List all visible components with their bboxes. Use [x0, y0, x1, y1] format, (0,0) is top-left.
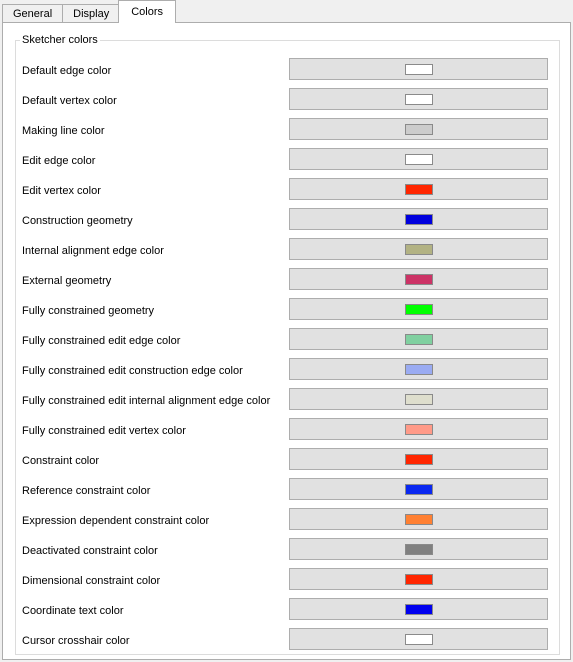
color-row-fully-constrained-edit-edge-color: Fully constrained edit edge color — [16, 326, 559, 356]
edit-edge-color-color-button[interactable] — [289, 148, 548, 170]
external-geometry-color-button[interactable] — [289, 268, 548, 290]
edit-vertex-color-color-button[interactable] — [289, 178, 548, 200]
group-title: Sketcher colors — [20, 33, 100, 47]
external-geometry-color-swatch — [405, 274, 433, 285]
default-vertex-color-label: Default vertex color — [22, 95, 117, 107]
default-edge-color-label: Default edge color — [22, 65, 112, 77]
color-row-coordinate-text-color: Coordinate text color — [16, 596, 559, 626]
fully-constrained-geometry-color-button[interactable] — [289, 298, 548, 320]
color-row-fully-constrained-geometry: Fully constrained geometry — [16, 296, 559, 326]
fully-constrained-edit-vertex-color-color-swatch — [405, 424, 433, 435]
color-row-default-vertex-color: Default vertex color — [16, 86, 559, 116]
making-line-color-color-button[interactable] — [289, 118, 548, 140]
fully-constrained-edit-edge-color-label: Fully constrained edit edge color — [22, 335, 181, 347]
color-row-cursor-crosshair-color: Cursor crosshair color — [16, 626, 559, 656]
default-vertex-color-color-swatch — [405, 94, 433, 105]
tab-colors[interactable]: Colors — [118, 0, 177, 23]
coordinate-text-color-label: Coordinate text color — [22, 605, 124, 617]
cursor-crosshair-color-label: Cursor crosshair color — [22, 635, 130, 647]
constraint-color-color-swatch — [405, 454, 433, 465]
deactivated-constraint-color-color-swatch — [405, 544, 433, 555]
internal-alignment-edge-color-label: Internal alignment edge color — [22, 245, 164, 257]
color-row-deactivated-constraint-color: Deactivated constraint color — [16, 536, 559, 566]
color-row-fully-constrained-edit-vertex-color: Fully constrained edit vertex color — [16, 416, 559, 446]
color-settings-list: Default edge color Default vertex color Ma… — [16, 56, 559, 656]
construction-geometry-label: Construction geometry — [22, 215, 133, 227]
dimensional-constraint-color-label: Dimensional constraint color — [22, 575, 161, 587]
color-row-reference-constraint-color: Reference constraint color — [16, 476, 559, 506]
edit-edge-color-label: Edit edge color — [22, 155, 96, 167]
fully-constrained-edit-vertex-color-color-button[interactable] — [289, 418, 548, 440]
coordinate-text-color-color-swatch — [405, 604, 433, 615]
cursor-crosshair-color-color-swatch — [405, 634, 433, 645]
dimensional-constraint-color-color-swatch — [405, 574, 433, 585]
color-row-default-edge-color: Default edge color — [16, 56, 559, 86]
color-row-constraint-color: Constraint color — [16, 446, 559, 476]
color-row-making-line-color: Making line color — [16, 116, 559, 146]
edit-edge-color-color-swatch — [405, 154, 433, 165]
fully-constrained-edit-edge-color-color-button[interactable] — [289, 328, 548, 350]
edit-vertex-color-color-swatch — [405, 184, 433, 195]
fully-constrained-edit-edge-color-color-swatch — [405, 334, 433, 345]
reference-constraint-color-color-swatch — [405, 484, 433, 495]
expression-dependent-constraint-color-color-button[interactable] — [289, 508, 548, 530]
tab-display[interactable]: Display — [62, 4, 121, 23]
fully-constrained-edit-vertex-color-label: Fully constrained edit vertex color — [22, 425, 186, 437]
reference-constraint-color-label: Reference constraint color — [22, 485, 151, 497]
fully-constrained-geometry-color-swatch — [405, 304, 433, 315]
internal-alignment-edge-color-color-swatch — [405, 244, 433, 255]
default-edge-color-color-button[interactable] — [289, 58, 548, 80]
edit-vertex-color-label: Edit vertex color — [22, 185, 101, 197]
deactivated-constraint-color-color-button[interactable] — [289, 538, 548, 560]
construction-geometry-color-button[interactable] — [289, 208, 548, 230]
color-row-construction-geometry: Construction geometry — [16, 206, 559, 236]
color-row-external-geometry: External geometry — [16, 266, 559, 296]
color-row-edit-edge-color: Edit edge color — [16, 146, 559, 176]
cursor-crosshair-color-color-button[interactable] — [289, 628, 548, 650]
expression-dependent-constraint-color-label: Expression dependent constraint color — [22, 515, 210, 527]
fully-constrained-edit-internal-alignment-edge-color-label: Fully constrained edit internal alignmen… — [22, 395, 271, 407]
making-line-color-label: Making line color — [22, 125, 105, 137]
fully-constrained-edit-construction-edge-color-color-button[interactable] — [289, 358, 548, 380]
tab-bar: General Display Colors — [2, 0, 177, 23]
color-row-edit-vertex-color: Edit vertex color — [16, 176, 559, 206]
reference-constraint-color-color-button[interactable] — [289, 478, 548, 500]
dimensional-constraint-color-color-button[interactable] — [289, 568, 548, 590]
making-line-color-color-swatch — [405, 124, 433, 135]
expression-dependent-constraint-color-color-swatch — [405, 514, 433, 525]
default-vertex-color-color-button[interactable] — [289, 88, 548, 110]
coordinate-text-color-color-button[interactable] — [289, 598, 548, 620]
fully-constrained-geometry-label: Fully constrained geometry — [22, 305, 155, 317]
color-row-dimensional-constraint-color: Dimensional constraint color — [16, 566, 559, 596]
default-edge-color-color-swatch — [405, 64, 433, 75]
color-row-internal-alignment-edge-color: Internal alignment edge color — [16, 236, 559, 266]
fully-constrained-edit-construction-edge-color-color-swatch — [405, 364, 433, 375]
color-row-fully-constrained-edit-construction-edge-color: Fully constrained edit construction edge… — [16, 356, 559, 386]
constraint-color-label: Constraint color — [22, 455, 100, 467]
tab-panel-colors: Sketcher colors Default edge color Defaul… — [2, 22, 571, 660]
color-row-fully-constrained-edit-internal-alignment-edge-color: Fully constrained edit internal alignmen… — [16, 386, 559, 416]
deactivated-constraint-color-label: Deactivated constraint color — [22, 545, 158, 557]
sketcher-colors-group: Sketcher colors Default edge color Defaul… — [15, 33, 560, 656]
fully-constrained-edit-construction-edge-color-label: Fully constrained edit construction edge… — [22, 365, 243, 377]
construction-geometry-color-swatch — [405, 214, 433, 225]
tab-general[interactable]: General — [2, 4, 64, 23]
color-row-expression-dependent-constraint-color: Expression dependent constraint color — [16, 506, 559, 536]
external-geometry-label: External geometry — [22, 275, 112, 287]
constraint-color-color-button[interactable] — [289, 448, 548, 470]
internal-alignment-edge-color-color-button[interactable] — [289, 238, 548, 260]
fully-constrained-edit-internal-alignment-edge-color-color-swatch — [405, 394, 433, 405]
fully-constrained-edit-internal-alignment-edge-color-color-button[interactable] — [289, 388, 548, 410]
